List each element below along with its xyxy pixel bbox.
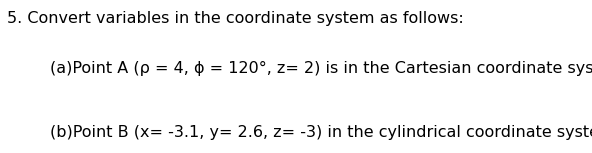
- Text: 5. Convert variables in the coordinate system as follows:: 5. Convert variables in the coordinate s…: [7, 11, 464, 26]
- Text: (b)Point B (x= -3.1, y= 2.6, z= -3) in the cylindrical coordinate system.: (b)Point B (x= -3.1, y= 2.6, z= -3) in t…: [50, 125, 592, 140]
- Text: (a)Point A (ρ = 4, ϕ = 120°, z= 2) is in the Cartesian coordinate system.: (a)Point A (ρ = 4, ϕ = 120°, z= 2) is in…: [50, 61, 592, 76]
